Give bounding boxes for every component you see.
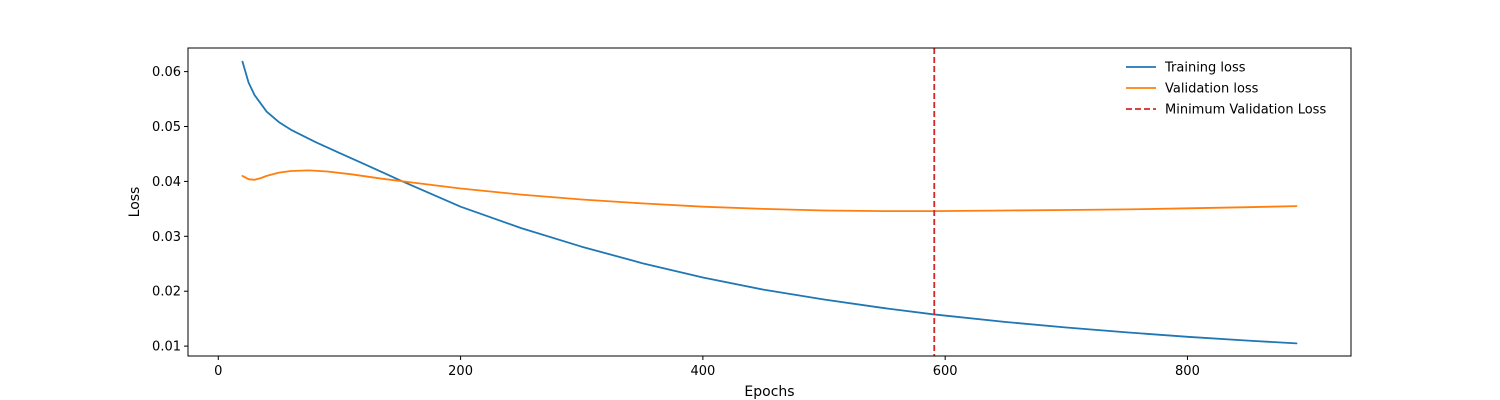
legend-label: Minimum Validation Loss <box>1165 103 1326 118</box>
y-tick-label: 0.02 <box>152 285 181 300</box>
y-axis-label: Loss <box>127 187 143 218</box>
y-tick-label: 0.03 <box>152 230 181 245</box>
series-line-validation-loss <box>241 169 1298 212</box>
x-tick-label: 800 <box>1175 364 1200 379</box>
series-line-training-loss <box>241 60 1298 345</box>
plot-lines <box>241 48 1298 356</box>
plot-frame <box>187 47 1352 357</box>
x-tick-label: 200 <box>448 364 473 379</box>
x-tick-label: 600 <box>933 364 958 379</box>
legend-label: Training loss <box>1164 61 1246 76</box>
x-tick-label: 400 <box>690 364 715 379</box>
legend-label: Validation loss <box>1165 82 1259 97</box>
y-tick-label: 0.01 <box>152 340 181 355</box>
y-tick-label: 0.05 <box>152 120 181 135</box>
y-tick-label: 0.06 <box>152 65 181 80</box>
x-axis-label: Epochs <box>744 384 794 400</box>
x-axis-ticks: 0 200 400 600 800 <box>214 356 1200 379</box>
y-tick-label: 0.04 <box>152 175 181 190</box>
legend: Training loss Validation loss Minimum Vali… <box>1126 61 1326 118</box>
x-tick-label: 0 <box>214 364 222 379</box>
y-axis-ticks: 0.01 0.02 0.03 0.04 0.05 0.06 <box>152 65 188 355</box>
